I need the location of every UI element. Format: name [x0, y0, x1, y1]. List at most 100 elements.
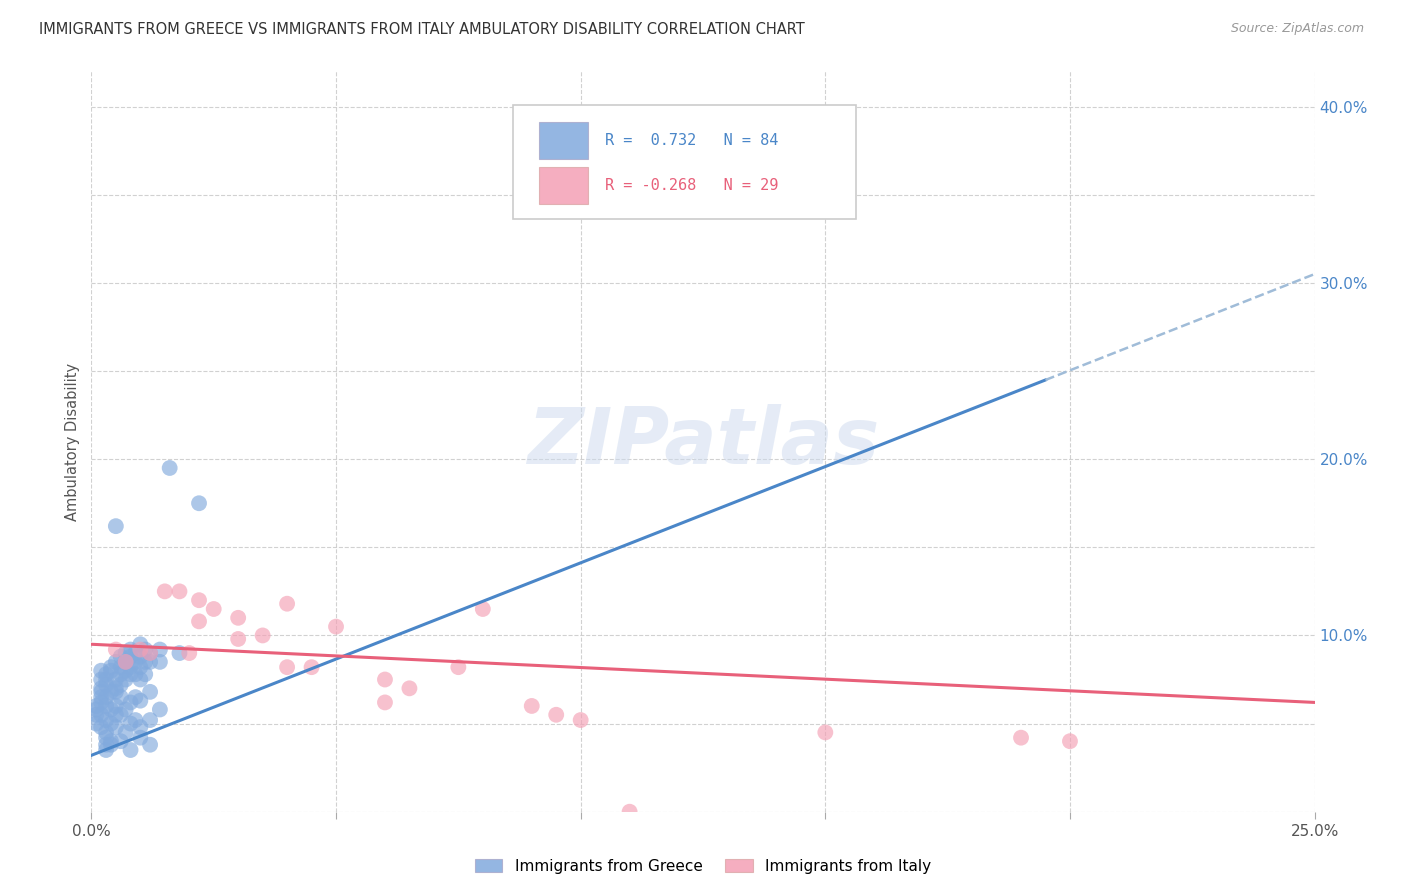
Text: R =  0.732   N = 84: R = 0.732 N = 84: [605, 134, 779, 148]
Point: [188, 615, 211, 629]
Point: [447, 660, 470, 674]
Point: [169, 646, 191, 660]
Point: [100, 664, 122, 678]
FancyBboxPatch shape: [513, 104, 856, 219]
Point: [179, 646, 201, 660]
Point: [104, 681, 127, 696]
Point: [114, 646, 136, 660]
Point: [104, 642, 127, 657]
Point: [110, 649, 132, 664]
Legend: Immigrants from Greece, Immigrants from Italy: Immigrants from Greece, Immigrants from …: [468, 853, 938, 880]
Point: [90, 681, 112, 696]
Point: [114, 673, 136, 687]
Point: [129, 694, 152, 708]
Point: [114, 664, 136, 678]
Point: [129, 642, 152, 657]
Point: [276, 660, 298, 674]
Point: [110, 734, 132, 748]
Point: [100, 685, 122, 699]
Point: [124, 655, 146, 669]
Point: [114, 702, 136, 716]
Point: [1059, 734, 1081, 748]
Point: [120, 649, 142, 664]
Point: [114, 725, 136, 739]
Point: [134, 667, 156, 681]
Point: [94, 738, 117, 752]
Point: [202, 602, 225, 616]
Point: [94, 698, 117, 713]
Point: [104, 673, 127, 687]
Point: [129, 637, 152, 651]
Point: [90, 673, 112, 687]
Point: [134, 655, 156, 669]
Point: [114, 655, 136, 669]
Text: Source: ZipAtlas.com: Source: ZipAtlas.com: [1230, 22, 1364, 36]
Point: [149, 702, 172, 716]
Point: [114, 655, 136, 669]
Point: [226, 611, 249, 625]
Point: [129, 673, 152, 687]
Point: [104, 698, 127, 713]
Point: [90, 685, 112, 699]
Point: [90, 695, 112, 709]
Point: [129, 660, 152, 674]
Point: [104, 519, 127, 533]
Point: [94, 725, 117, 739]
Point: [90, 720, 112, 734]
Point: [169, 584, 191, 599]
Point: [374, 673, 396, 687]
Point: [104, 655, 127, 669]
Point: [120, 743, 142, 757]
Text: R = -0.268   N = 29: R = -0.268 N = 29: [605, 178, 779, 193]
Point: [94, 667, 117, 681]
Point: [120, 695, 142, 709]
Point: [149, 642, 172, 657]
Point: [90, 664, 112, 678]
Point: [110, 690, 132, 705]
Point: [139, 738, 162, 752]
Text: IMMIGRANTS FROM GREECE VS IMMIGRANTS FROM ITALY AMBULATORY DISABILITY CORRELATIO: IMMIGRANTS FROM GREECE VS IMMIGRANTS FRO…: [39, 22, 806, 37]
FancyBboxPatch shape: [538, 122, 588, 160]
Point: [124, 646, 146, 660]
Point: [129, 720, 152, 734]
FancyBboxPatch shape: [538, 167, 588, 204]
Point: [619, 805, 641, 819]
Point: [104, 707, 127, 722]
Point: [471, 602, 494, 616]
Point: [100, 738, 122, 752]
Point: [546, 707, 568, 722]
Point: [110, 660, 132, 674]
Point: [124, 713, 146, 727]
Point: [124, 690, 146, 705]
Point: [374, 695, 396, 709]
Point: [139, 646, 162, 660]
Point: [129, 649, 152, 664]
Point: [139, 646, 162, 660]
Point: [139, 655, 162, 669]
Point: [252, 628, 274, 642]
Y-axis label: Ambulatory Disability: Ambulatory Disability: [65, 362, 80, 521]
Point: [398, 681, 420, 696]
Point: [104, 685, 127, 699]
Point: [301, 660, 323, 674]
Point: [94, 673, 117, 687]
Point: [110, 707, 132, 722]
Point: [90, 690, 112, 705]
Point: [120, 667, 142, 681]
Point: [84, 702, 107, 716]
Point: [153, 584, 176, 599]
Point: [84, 698, 107, 713]
Point: [134, 642, 156, 657]
Point: [94, 678, 117, 692]
Point: [139, 685, 162, 699]
Point: [139, 713, 162, 727]
Point: [100, 702, 122, 716]
Point: [120, 716, 142, 731]
Point: [1010, 731, 1032, 745]
Point: [814, 725, 837, 739]
Point: [120, 642, 142, 657]
Point: [84, 707, 107, 722]
Point: [120, 660, 142, 674]
Point: [110, 678, 132, 692]
Point: [814, 178, 837, 193]
